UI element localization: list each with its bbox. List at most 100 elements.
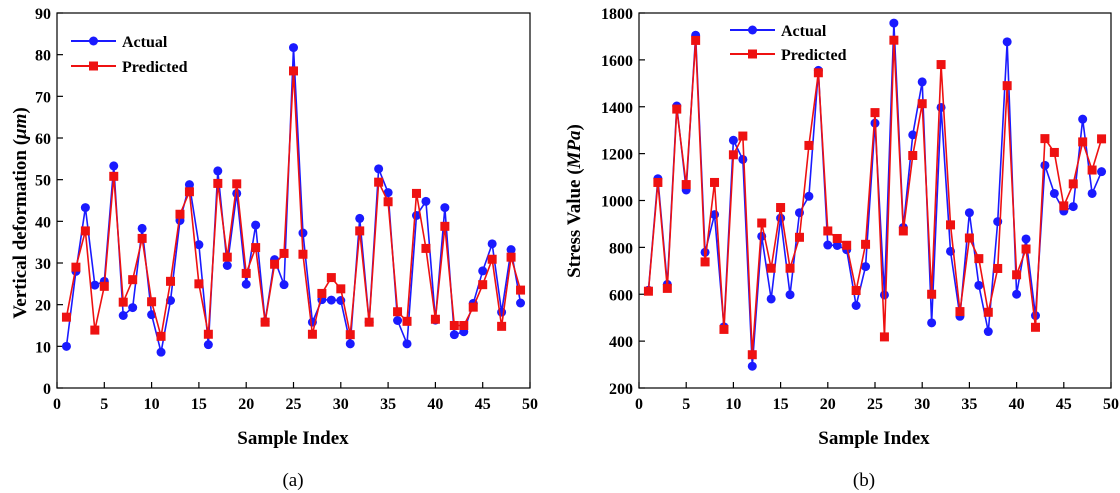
data-point-predicted	[653, 177, 663, 187]
panel-b-chart: Stress Value (MPa) Sample Index (b) 0 5 10…	[564, 6, 1119, 491]
x-tick-label: 40	[1009, 396, 1025, 413]
legend-actual-label: Actual	[781, 23, 827, 40]
data-point-actual	[222, 261, 232, 270]
data-point-predicted	[260, 317, 270, 327]
data-point-predicted	[1059, 201, 1069, 211]
data-point-predicted	[993, 263, 1003, 273]
data-point-actual	[118, 311, 128, 320]
panel-b-caption: (b)	[853, 470, 875, 491]
panel-a-x-axis-title: Sample Index	[237, 428, 349, 449]
y-tick-label: 60	[35, 131, 51, 148]
data-point-predicted	[147, 297, 157, 307]
data-point-actual	[298, 228, 308, 238]
data-point-predicted	[1002, 81, 1012, 91]
x-tick-label: 40	[427, 396, 443, 413]
data-point-actual	[766, 294, 776, 304]
data-point-actual	[128, 303, 138, 313]
data-point-predicted	[336, 284, 346, 294]
data-point-predicted	[241, 268, 251, 278]
y-tick-label: 20	[35, 298, 51, 315]
data-point-predicted	[776, 203, 786, 213]
data-point-actual	[927, 318, 937, 328]
data-point-actual	[156, 347, 166, 357]
data-point-actual	[785, 290, 795, 300]
data-point-predicted	[889, 35, 899, 45]
data-point-predicted	[156, 331, 166, 341]
y-tick-label: 1200	[601, 147, 633, 164]
data-point-actual	[776, 213, 786, 223]
data-point-actual	[1087, 188, 1097, 198]
data-point-predicted	[194, 279, 204, 289]
data-point-predicted	[90, 325, 100, 335]
x-tick-label: 50	[1103, 396, 1119, 413]
x-tick-label: 25	[286, 396, 302, 413]
data-point-actual	[203, 340, 213, 350]
data-point-actual	[728, 135, 738, 145]
data-point-actual	[1021, 234, 1031, 244]
data-point-predicted	[374, 177, 384, 187]
data-point-actual	[213, 166, 223, 176]
data-point-actual	[917, 77, 927, 87]
data-point-actual	[974, 280, 984, 290]
data-point-predicted	[1040, 134, 1050, 144]
data-point-predicted	[118, 297, 128, 307]
panel-b-y-axis-title: Stress Value (MPa)	[564, 124, 585, 278]
data-point-predicted	[766, 263, 776, 273]
data-point-actual	[516, 298, 526, 308]
data-point-actual	[194, 240, 204, 250]
y-tick-label: 10	[35, 339, 51, 356]
data-point-predicted	[298, 249, 308, 259]
data-point-predicted	[109, 171, 119, 181]
x-tick-label: 20	[238, 396, 254, 413]
y-tick-label: 800	[609, 240, 633, 257]
data-point-actual	[345, 339, 355, 349]
data-point-actual	[487, 239, 497, 249]
data-point-actual	[184, 180, 194, 190]
data-point-predicted	[355, 226, 365, 236]
x-tick-label: 0	[635, 396, 643, 413]
data-point-predicted	[936, 60, 946, 70]
x-tick-label: 10	[725, 396, 741, 413]
data-point-predicted	[430, 314, 440, 324]
data-point-predicted	[213, 178, 223, 188]
x-tick-label: 10	[144, 396, 160, 413]
data-point-actual	[851, 301, 861, 310]
data-point-predicted	[497, 321, 507, 331]
data-point-actual	[832, 241, 842, 250]
data-point-predicted	[71, 262, 81, 272]
data-point-predicted	[1068, 179, 1078, 189]
data-point-predicted	[710, 177, 720, 187]
data-point-predicted	[175, 209, 185, 219]
x-tick-label: 35	[380, 396, 396, 413]
data-point-predicted	[80, 226, 90, 236]
data-point-predicted	[842, 240, 852, 250]
data-point-predicted	[270, 259, 280, 269]
data-point-actual	[506, 245, 516, 255]
data-point-predicted	[289, 66, 298, 76]
data-point-actual	[393, 316, 403, 325]
x-tick-label: 35	[961, 396, 977, 413]
legend-predicted-marker	[748, 49, 757, 59]
data-point-predicted	[137, 233, 147, 243]
data-point-predicted	[700, 257, 710, 267]
data-point-actual	[889, 18, 899, 28]
data-point-predicted	[1087, 165, 1097, 175]
y-tick-label: 70	[35, 89, 51, 106]
data-point-actual	[1012, 289, 1022, 299]
x-tick-label: 20	[820, 396, 836, 413]
y-tick-label: 200	[609, 381, 633, 398]
data-point-predicted	[927, 289, 937, 299]
data-point-actual	[61, 341, 71, 351]
data-point-actual	[861, 262, 871, 272]
data-point-predicted	[468, 302, 478, 312]
panel-a-caption: (a)	[282, 470, 303, 491]
data-point-actual	[449, 330, 459, 340]
data-point-predicted	[449, 321, 459, 330]
data-point-predicted	[747, 350, 757, 360]
data-point-actual	[326, 295, 336, 305]
data-point-actual	[908, 130, 918, 140]
data-point-predicted	[128, 275, 138, 285]
data-point-actual	[1040, 160, 1050, 170]
data-point-predicted	[861, 239, 871, 249]
data-point-predicted	[785, 263, 795, 273]
